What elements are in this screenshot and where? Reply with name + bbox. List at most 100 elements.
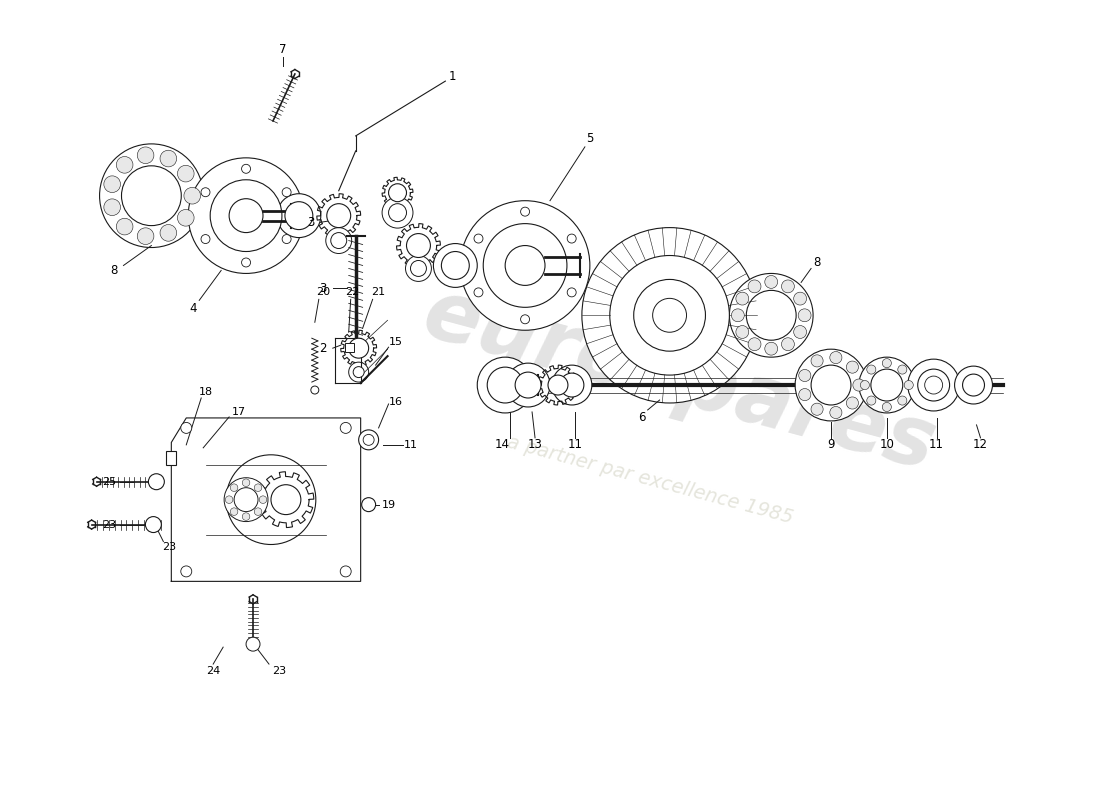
Text: 16: 16 (388, 397, 403, 407)
Circle shape (748, 280, 761, 293)
Circle shape (882, 402, 891, 411)
Circle shape (340, 566, 351, 577)
Circle shape (505, 246, 544, 286)
Circle shape (560, 373, 584, 397)
Circle shape (363, 434, 374, 446)
Text: eurospares: eurospares (415, 273, 945, 487)
Circle shape (852, 379, 865, 391)
Text: 6: 6 (638, 411, 646, 425)
Text: 2: 2 (319, 342, 327, 354)
Circle shape (353, 366, 364, 378)
Circle shape (568, 234, 576, 243)
Circle shape (407, 234, 430, 258)
Circle shape (311, 386, 319, 394)
Circle shape (230, 508, 238, 515)
Circle shape (736, 292, 749, 305)
Circle shape (925, 376, 943, 394)
Text: 21: 21 (372, 287, 386, 298)
Text: 3: 3 (319, 282, 327, 295)
Circle shape (138, 147, 154, 164)
Circle shape (103, 176, 121, 193)
FancyBboxPatch shape (166, 451, 176, 465)
Text: 8: 8 (110, 264, 118, 277)
Text: 14: 14 (495, 438, 509, 451)
Circle shape (177, 210, 194, 226)
Circle shape (515, 372, 541, 398)
Circle shape (799, 309, 811, 322)
Circle shape (846, 361, 858, 373)
Text: 7: 7 (279, 42, 287, 56)
Circle shape (904, 381, 913, 390)
Circle shape (829, 351, 842, 364)
Circle shape (229, 198, 263, 233)
Text: 23: 23 (102, 519, 117, 530)
Text: 18: 18 (199, 387, 213, 397)
Text: 4: 4 (189, 302, 197, 315)
Circle shape (282, 234, 292, 243)
Circle shape (145, 517, 162, 533)
Circle shape (795, 349, 867, 421)
Circle shape (955, 366, 992, 404)
Circle shape (242, 164, 251, 174)
Circle shape (388, 184, 407, 202)
Circle shape (811, 403, 823, 415)
Circle shape (799, 370, 811, 382)
Circle shape (548, 375, 568, 395)
Text: 19: 19 (382, 500, 396, 510)
Circle shape (460, 201, 590, 330)
Text: 5: 5 (586, 133, 594, 146)
Circle shape (410, 261, 427, 277)
Circle shape (277, 194, 321, 238)
Text: 9: 9 (827, 438, 835, 451)
Circle shape (160, 225, 177, 242)
Circle shape (282, 188, 292, 197)
Text: 11: 11 (568, 438, 582, 451)
Circle shape (917, 369, 949, 401)
Circle shape (242, 513, 250, 520)
Circle shape (898, 365, 906, 374)
Text: 1: 1 (449, 70, 456, 82)
Circle shape (184, 187, 200, 204)
Circle shape (349, 338, 368, 358)
Circle shape (331, 233, 346, 249)
Circle shape (260, 496, 267, 503)
Text: 23: 23 (272, 666, 286, 676)
Circle shape (242, 258, 251, 267)
Text: 12: 12 (974, 438, 988, 451)
Text: 3: 3 (307, 216, 315, 229)
Circle shape (748, 338, 761, 350)
Text: 25: 25 (102, 477, 117, 486)
Circle shape (729, 274, 813, 357)
Circle shape (781, 280, 794, 293)
Circle shape (764, 342, 778, 355)
Circle shape (148, 474, 164, 490)
Circle shape (180, 566, 191, 577)
Circle shape (349, 362, 368, 382)
Circle shape (732, 309, 745, 322)
Circle shape (138, 228, 154, 245)
Circle shape (160, 150, 177, 167)
Circle shape (867, 365, 876, 374)
Circle shape (746, 290, 796, 340)
Circle shape (271, 485, 301, 514)
Circle shape (568, 288, 576, 297)
Circle shape (441, 251, 470, 279)
Text: a partner par excellence 1985: a partner par excellence 1985 (505, 432, 795, 527)
Circle shape (829, 406, 842, 418)
Circle shape (582, 228, 757, 403)
Circle shape (433, 243, 477, 287)
Circle shape (201, 188, 210, 197)
Circle shape (103, 199, 121, 215)
Circle shape (388, 204, 407, 222)
Circle shape (898, 396, 906, 405)
Circle shape (285, 202, 312, 230)
Circle shape (811, 365, 851, 405)
Circle shape (121, 166, 182, 226)
Circle shape (406, 255, 431, 282)
Circle shape (736, 326, 749, 338)
Circle shape (908, 359, 959, 411)
Circle shape (781, 338, 794, 350)
Circle shape (474, 234, 483, 243)
Circle shape (224, 478, 268, 522)
Circle shape (882, 358, 891, 368)
